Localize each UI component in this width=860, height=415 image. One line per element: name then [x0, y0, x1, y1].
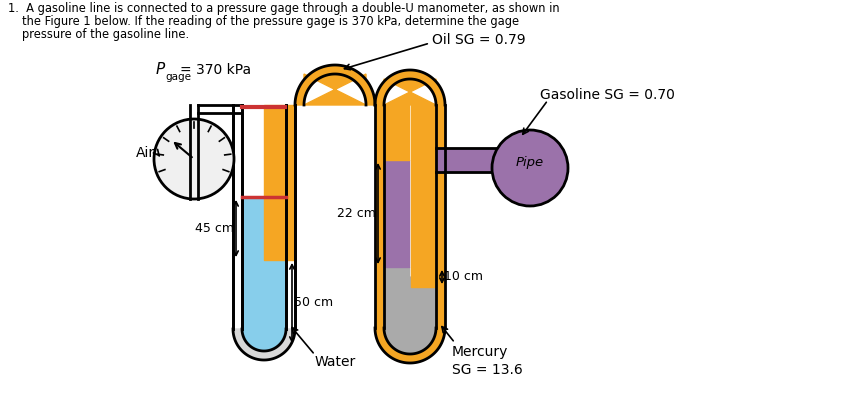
Text: Mercury
SG = 13.6: Mercury SG = 13.6: [452, 345, 523, 377]
Polygon shape: [295, 65, 375, 105]
Text: 1.  A gasoline line is connected to a pressure gage through a double-U manometer: 1. A gasoline line is connected to a pre…: [8, 2, 560, 15]
Polygon shape: [233, 329, 295, 360]
Text: the Figure 1 below. If the reading of the pressure gage is 370 kPa, determine th: the Figure 1 below. If the reading of th…: [22, 15, 519, 28]
Text: Oil SG = 0.79: Oil SG = 0.79: [432, 33, 525, 47]
Polygon shape: [242, 197, 286, 351]
Bar: [375, 105, 384, 328]
Text: 50 cm: 50 cm: [294, 296, 333, 310]
Circle shape: [492, 130, 568, 206]
Text: Pipe: Pipe: [516, 156, 544, 169]
Text: pressure of the gasoline line.: pressure of the gasoline line.: [22, 28, 189, 41]
Bar: [287, 105, 296, 260]
Text: = 370 kPa: = 370 kPa: [180, 63, 251, 77]
Polygon shape: [304, 74, 366, 105]
Polygon shape: [384, 267, 436, 354]
Polygon shape: [242, 197, 286, 351]
Text: 10 cm: 10 cm: [444, 271, 483, 283]
Text: gage: gage: [165, 72, 191, 82]
Circle shape: [154, 119, 234, 199]
Bar: [436, 105, 445, 328]
Text: Water: Water: [315, 355, 356, 369]
Polygon shape: [375, 70, 445, 105]
Text: 22 cm: 22 cm: [337, 207, 376, 220]
Polygon shape: [375, 328, 445, 363]
Text: $P$: $P$: [155, 61, 166, 77]
Text: 45 cm: 45 cm: [195, 222, 234, 235]
Polygon shape: [384, 79, 436, 105]
Text: Air: Air: [136, 146, 155, 160]
Text: Gasoline SG = 0.70: Gasoline SG = 0.70: [540, 88, 675, 102]
